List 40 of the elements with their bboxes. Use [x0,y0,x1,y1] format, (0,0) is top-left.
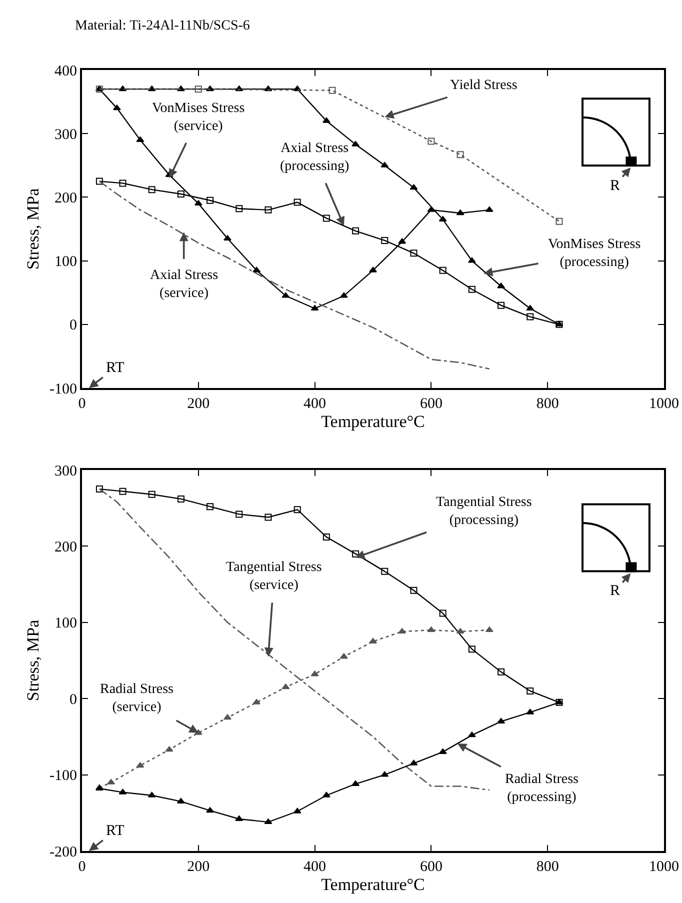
x-tick-label: 1000 [649,859,679,875]
y-tick-label: 100 [54,254,77,270]
annotation: Tangential Stress (service) [226,560,322,594]
annotation: RT [106,360,124,376]
x-tick-label: 200 [187,396,210,412]
y-tick-label: 0 [70,692,77,708]
x-axis-title: Temperature°C [321,875,425,894]
x-tick-label: 400 [304,859,326,875]
y-tick-label: 300 [54,126,77,143]
annotation: Yield Stress [450,78,518,93]
annotation: RT [106,823,124,839]
x-tick-label: 600 [420,396,442,412]
y-tick-label: 400 [54,63,77,80]
y-axis-title: Stress, MPa [24,188,43,270]
annotation: R [610,583,620,599]
y-tick-label: 100 [54,616,77,632]
y-tick-label: -200 [50,844,77,860]
annotation: Radial Stress (service) [100,682,174,716]
x-tick-label: 800 [536,859,559,875]
y-tick-label: -100 [50,381,77,398]
y-tick-label: 200 [54,539,77,556]
y-tick-label: 200 [54,190,77,206]
x-tick-label: 200 [187,859,210,875]
x-tick-label: 400 [304,396,326,412]
annotation: R [610,178,620,194]
annotation: VonMises Stress (service) [152,101,245,134]
y-tick-label: 0 [70,318,77,334]
chart-title: Material: Ti-24Al-11Nb/SCS-6 [75,18,250,34]
annotation: Axial Stress (service) [150,268,218,302]
x-tick-label: 600 [420,859,442,875]
annotation: Radial Stress (processing) [505,772,578,806]
annotation: VonMises Stress (processing) [548,237,641,270]
y-tick-label: -100 [50,768,77,784]
annotation: Tangential Stress (processing) [436,495,532,528]
y-axis-title: Stress, MPa [24,619,43,702]
y-tick-label: 300 [54,463,77,480]
annotation: Axial Stress (processing) [280,141,350,174]
x-tick-label: 1000 [649,396,679,412]
x-axis-title: Temperature°C [321,412,425,431]
x-tick-label: 800 [536,396,559,412]
